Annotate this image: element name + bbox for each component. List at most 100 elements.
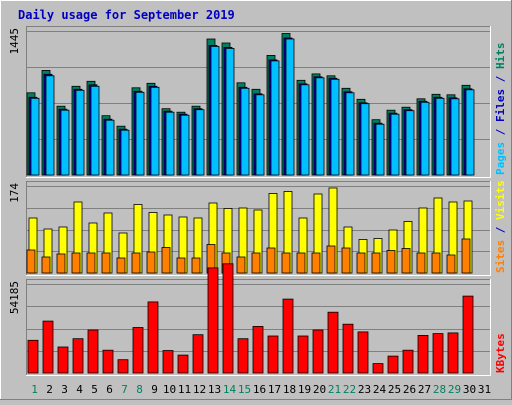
- bar-sites: [236, 256, 246, 274]
- panel-max-label: 174: [8, 183, 21, 203]
- bar-sites: [266, 247, 276, 274]
- bar-sites: [71, 252, 81, 274]
- bar-pages: [255, 94, 265, 176]
- bar-kbytes: [447, 332, 459, 374]
- chart-panels: 1445 Pages / Files / Hits 174 Sites / Visit…: [8, 26, 507, 376]
- bar-sites: [326, 245, 336, 274]
- legend-entry: Files: [494, 89, 507, 122]
- bar-sites: [296, 252, 306, 274]
- x-tick-label: 16: [253, 383, 266, 396]
- bar-sites: [356, 252, 366, 274]
- legend-entry: Pages: [494, 142, 507, 175]
- x-tick-label: 28: [433, 383, 446, 396]
- bar-sites: [41, 256, 51, 274]
- bar-pages: [45, 75, 55, 176]
- bar-pages: [270, 60, 280, 176]
- x-tick-label: 21: [328, 383, 341, 396]
- bar-kbytes: [87, 329, 99, 374]
- bar-pages: [300, 84, 310, 176]
- bar-pages: [420, 101, 430, 176]
- panel-legend-label: Sites / Visits: [494, 180, 507, 273]
- bar-sites: [311, 252, 321, 274]
- bar-kbytes: [312, 329, 324, 374]
- bar-kbytes: [387, 355, 399, 374]
- bar-kbytes: [72, 338, 84, 374]
- bar-kbytes: [27, 339, 39, 374]
- legend-entry: /: [494, 69, 507, 89]
- bar-kbytes: [222, 263, 234, 374]
- x-tick-label: 22: [343, 383, 356, 396]
- bar-sites: [56, 253, 66, 274]
- panel-visits-sites: 174 Sites / Visits: [8, 180, 507, 276]
- bar-pages: [225, 48, 235, 176]
- bar-kbytes: [357, 331, 369, 374]
- legend-entry: Sites: [494, 240, 507, 273]
- x-tick-label: 12: [193, 383, 206, 396]
- x-tick-label: 2: [46, 383, 53, 396]
- bar-kbytes: [42, 320, 54, 374]
- bar-pages: [450, 98, 460, 176]
- x-tick-label: 9: [151, 383, 158, 396]
- bar-sites: [176, 257, 186, 274]
- x-tick-label: 4: [76, 383, 83, 396]
- bar-kbytes: [132, 327, 144, 374]
- x-tick-label: 25: [388, 383, 401, 396]
- bar-sites: [386, 250, 396, 274]
- x-tick-label: 7: [121, 383, 128, 396]
- legend-entry: Hits: [494, 43, 507, 70]
- x-tick-label: 13: [208, 383, 221, 396]
- series-sites: [26, 238, 471, 274]
- bar-kbytes: [207, 267, 219, 374]
- x-tick-label: 14: [223, 383, 237, 396]
- bar-kbytes: [417, 334, 429, 374]
- panel-legend-label: KBytes: [494, 333, 507, 373]
- bar-sites: [86, 252, 96, 274]
- bar-pages: [135, 91, 145, 176]
- bar-kbytes: [327, 311, 339, 374]
- bar-pages: [195, 109, 205, 176]
- x-tick-label: 5: [91, 383, 98, 396]
- bar-pages: [210, 46, 220, 176]
- bar-pages: [180, 114, 190, 176]
- x-tick-label: 8: [136, 383, 143, 396]
- bar-kbytes: [372, 363, 384, 374]
- bar-pages: [60, 109, 70, 176]
- bar-kbytes: [402, 349, 414, 374]
- bar-kbytes: [462, 295, 474, 374]
- bar-sites: [431, 252, 441, 274]
- bar-sites: [251, 252, 261, 274]
- bar-sites: [191, 257, 201, 274]
- bar-kbytes: [267, 335, 279, 374]
- bar-sites: [461, 238, 471, 274]
- x-tick-label: 11: [178, 383, 191, 396]
- bar-sites: [416, 252, 426, 274]
- x-tick-label: 29: [448, 383, 461, 396]
- legend-entry: /: [494, 220, 507, 240]
- bar-kbytes: [192, 334, 204, 374]
- bar-kbytes: [177, 354, 189, 374]
- panel-hits-files-pages: 1445 Pages / Files / Hits: [8, 26, 507, 178]
- x-tick-label: 20: [313, 383, 326, 396]
- bar-sites: [281, 252, 291, 274]
- series-visits: [28, 187, 473, 274]
- bar-kbytes: [432, 333, 444, 374]
- bar-pages: [105, 119, 115, 176]
- panel-max-label: 1445: [8, 28, 21, 55]
- bar-sites: [446, 254, 456, 274]
- x-tick-label: 24: [373, 383, 387, 396]
- bar-sites: [161, 247, 171, 274]
- bar-sites: [401, 248, 411, 274]
- bar-pages: [345, 92, 355, 176]
- bar-pages: [150, 86, 160, 176]
- bar-kbytes: [162, 350, 174, 374]
- x-tick-label: 17: [268, 383, 281, 396]
- x-tick-label: 30: [463, 383, 476, 396]
- bar-pages: [360, 103, 370, 176]
- x-tick-label: 15: [238, 383, 251, 396]
- bar-kbytes: [117, 359, 129, 374]
- bar-pages: [465, 89, 475, 176]
- x-tick-label: 1: [31, 383, 38, 396]
- x-tick-label: 3: [61, 383, 68, 396]
- bar-sites: [341, 247, 351, 274]
